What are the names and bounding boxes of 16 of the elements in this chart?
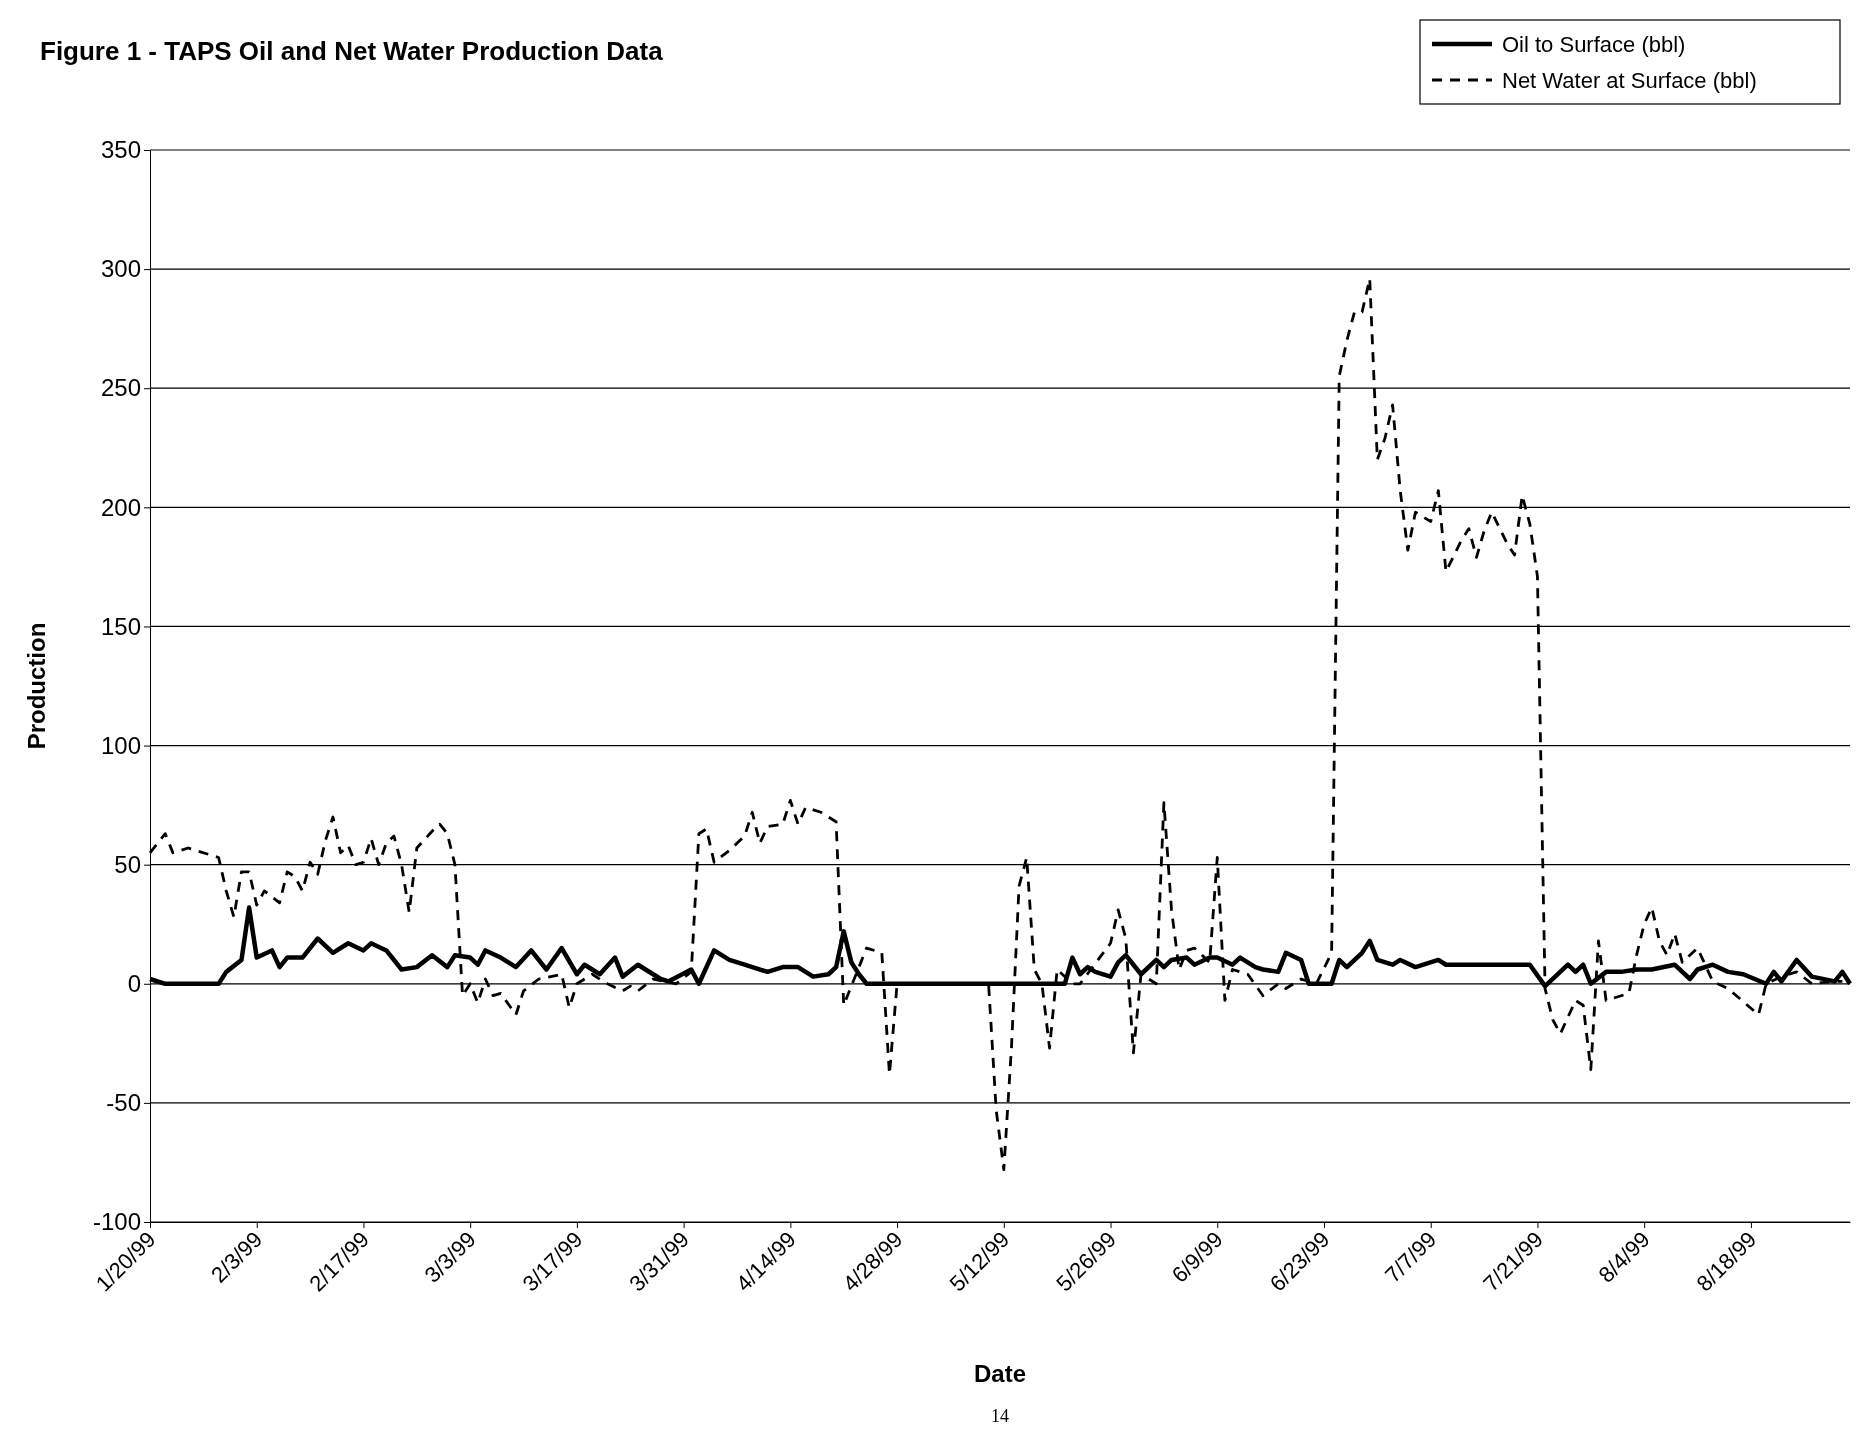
y-tick-label: 50 [114, 850, 141, 878]
legend-label: Oil to Surface (bbl) [1502, 32, 1686, 57]
y-tick-label: 150 [100, 612, 141, 640]
legend-label: Net Water at Surface (bbl) [1502, 68, 1757, 93]
y-tick-label: 200 [100, 493, 141, 521]
y-tick-label: 300 [100, 255, 141, 283]
y-tick-label: 100 [100, 731, 141, 759]
y-tick-label: -50 [106, 1089, 141, 1117]
y-tick-label: -100 [92, 1208, 141, 1236]
x-axis-title: Date [973, 1360, 1027, 1387]
y-axis-title: Production [23, 622, 50, 750]
y-tick-label: 0 [127, 969, 141, 997]
chart-title: Figure 1 - TAPS Oil and Net Water Production Data [40, 36, 664, 66]
y-tick-label: 250 [100, 374, 141, 402]
text: 14 [991, 1406, 1009, 1426]
y-tick-label: 350 [100, 136, 141, 164]
